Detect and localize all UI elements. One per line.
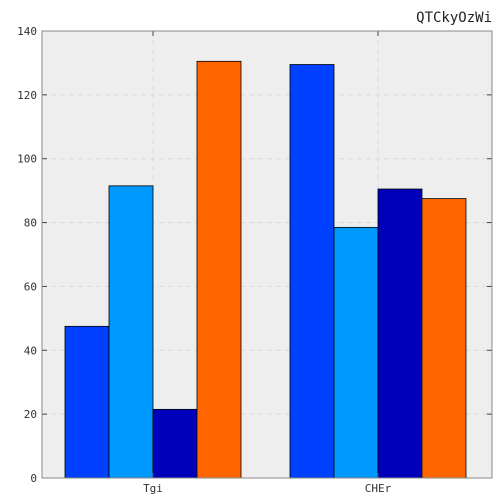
bar-cher-3 — [377, 188, 423, 479]
bars — [64, 60, 467, 479]
y-tick-label: 140 — [17, 25, 37, 38]
bar-tgi-2 — [108, 185, 154, 479]
y-tick-label: 80 — [24, 217, 37, 230]
x-tick-label: CHEr — [365, 482, 392, 495]
plot-frame — [41, 30, 493, 479]
y-tick-label: 20 — [24, 408, 37, 421]
chart-title: QTCkyOzWi — [416, 10, 492, 26]
tick-labels: 0 20 40 60 80 100 120 140 Tgi CHEr — [17, 25, 391, 495]
y-tick-label: 40 — [24, 344, 37, 357]
bar-tgi-3 — [152, 408, 198, 479]
bar-cher-4 — [421, 198, 467, 479]
x-tick-label: Tgi — [143, 482, 163, 495]
bar-tgi-1 — [64, 325, 110, 479]
axes — [41, 30, 493, 479]
bar-cher-1 — [289, 64, 335, 479]
y-tick-label: 60 — [24, 280, 37, 293]
bar-cher-2 — [333, 226, 379, 479]
y-tick-label: 100 — [17, 153, 37, 166]
y-tick-label: 0 — [30, 472, 37, 485]
y-tick-label: 120 — [17, 89, 37, 102]
bar-tgi-4 — [196, 60, 242, 479]
